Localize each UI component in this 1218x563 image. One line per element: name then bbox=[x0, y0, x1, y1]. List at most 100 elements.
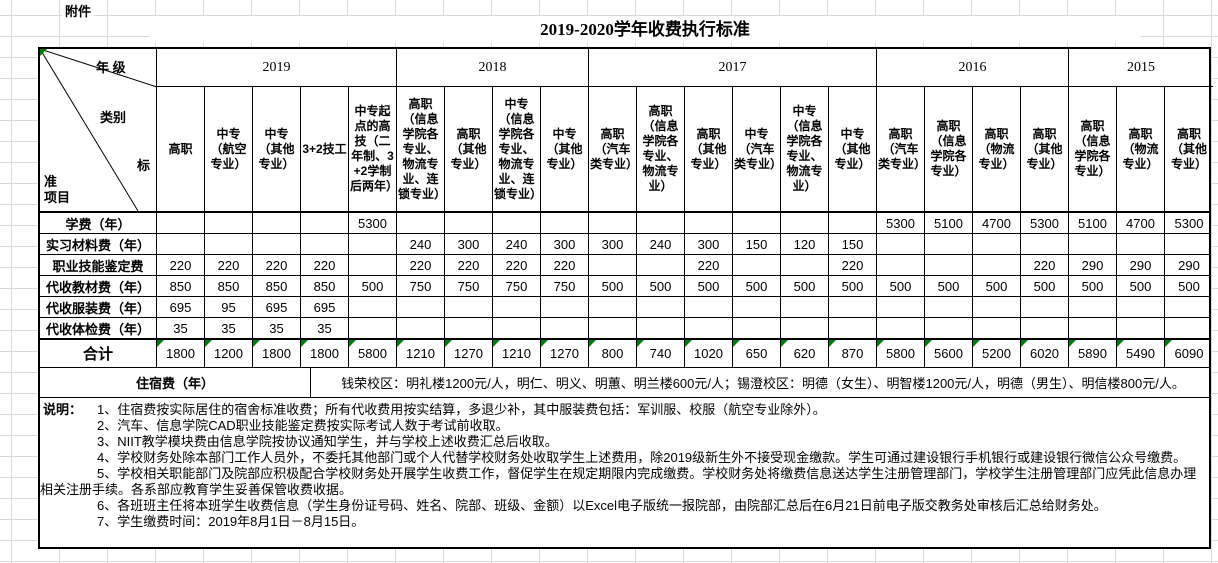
fee-cell[interactable]: 500 bbox=[637, 276, 685, 296]
fee-cell[interactable] bbox=[1117, 234, 1165, 254]
column-header[interactable]: 高职（汽车类专业） bbox=[589, 87, 638, 211]
fee-cell[interactable] bbox=[349, 255, 397, 275]
fee-cell[interactable]: 5300 bbox=[1174, 215, 1204, 231]
fee-cell[interactable] bbox=[1117, 297, 1165, 317]
fee-cell[interactable]: 290 bbox=[1178, 257, 1200, 273]
fee-cell[interactable] bbox=[1165, 297, 1213, 317]
fee-cell[interactable]: 220 bbox=[253, 255, 301, 275]
fee-cell[interactable] bbox=[493, 213, 541, 233]
fee-cell[interactable] bbox=[781, 297, 829, 317]
fee-cell[interactable] bbox=[877, 255, 925, 275]
fee-cell[interactable] bbox=[205, 213, 253, 233]
fee-cell[interactable]: 500 bbox=[1117, 276, 1165, 296]
fee-cell[interactable]: 500 bbox=[733, 276, 781, 296]
fee-cell[interactable] bbox=[397, 297, 445, 317]
fee-cell[interactable]: 35 bbox=[301, 318, 349, 338]
fee-cell[interactable]: 500 bbox=[349, 276, 397, 296]
row-label[interactable]: 代收教材费（年） bbox=[40, 276, 157, 296]
fee-cell[interactable]: 5100 bbox=[925, 213, 973, 233]
column-header[interactable]: 中专（其他专业） bbox=[253, 87, 301, 211]
column-header[interactable]: 高职（其他专业） bbox=[1170, 126, 1207, 171]
fee-cell[interactable]: 220 bbox=[445, 255, 493, 275]
fee-cell[interactable] bbox=[1069, 297, 1117, 317]
total-cell[interactable]: 5800 bbox=[877, 340, 925, 367]
fee-cell[interactable]: 35 bbox=[157, 318, 205, 338]
fee-cell[interactable]: 850 bbox=[205, 276, 253, 296]
fee-cell[interactable] bbox=[205, 234, 253, 254]
dorm-row-label[interactable]: 住宿费（年） bbox=[40, 368, 311, 397]
fee-cell[interactable]: 220 bbox=[397, 255, 445, 275]
fee-cell[interactable]: 500 bbox=[1178, 278, 1200, 294]
fee-cell[interactable]: 695 bbox=[157, 297, 205, 317]
column-header[interactable]: 高职（物流专业） bbox=[1117, 87, 1165, 211]
fee-cell[interactable] bbox=[733, 318, 781, 338]
fee-cell[interactable] bbox=[925, 255, 973, 275]
fee-cell[interactable] bbox=[637, 318, 685, 338]
total-cell[interactable]: 800 bbox=[589, 340, 637, 367]
fee-cell[interactable] bbox=[973, 234, 1021, 254]
fee-cell[interactable] bbox=[637, 297, 685, 317]
fee-cell[interactable]: 35 bbox=[205, 318, 253, 338]
fee-cell[interactable] bbox=[589, 318, 637, 338]
fee-cell[interactable]: 240 bbox=[493, 234, 541, 254]
column-header[interactable]: 高职（物流专业） bbox=[973, 87, 1021, 211]
fee-cell[interactable] bbox=[781, 318, 829, 338]
notes-cell[interactable]: 说明： 1、住宿费按实际居住的宿舍标准收费；所有代收费用按实结算，多退少补，其中… bbox=[40, 398, 1209, 547]
fee-cell[interactable]: 500 bbox=[925, 276, 973, 296]
fee-cell[interactable]: 300 bbox=[589, 234, 637, 254]
fee-cell[interactable] bbox=[253, 234, 301, 254]
column-header[interactable]: 中专（航空专业） bbox=[205, 87, 253, 211]
fee-cell[interactable]: 220 bbox=[829, 255, 877, 275]
fee-cell[interactable] bbox=[541, 297, 589, 317]
total-cell[interactable]: 1210 bbox=[397, 340, 445, 367]
fee-cell[interactable] bbox=[637, 213, 685, 233]
fee-cell[interactable]: 695 bbox=[253, 297, 301, 317]
fee-cell[interactable] bbox=[877, 318, 925, 338]
total-cell[interactable]: 6090 bbox=[1165, 340, 1213, 367]
fee-cell[interactable] bbox=[1021, 297, 1069, 317]
column-header[interactable]: 中专（信息学院各专业、物流专业） bbox=[781, 87, 829, 211]
fee-cell[interactable]: 240 bbox=[637, 234, 685, 254]
year-header-2016[interactable]: 2016 bbox=[877, 49, 1069, 86]
fee-cell[interactable] bbox=[493, 318, 541, 338]
row-label[interactable]: 实习材料费（年） bbox=[40, 234, 157, 254]
total-cell[interactable]: 1800 bbox=[253, 340, 301, 367]
fee-cell[interactable] bbox=[397, 318, 445, 338]
dorm-fee-text[interactable]: 钱荣校区：明礼楼1200元/人，明仁、明义、明蕙、明兰楼600元/人；锡澄校区：… bbox=[341, 376, 1185, 391]
fee-cell[interactable] bbox=[877, 297, 925, 317]
fee-cell[interactable] bbox=[493, 297, 541, 317]
fee-cell[interactable]: 150 bbox=[733, 234, 781, 254]
fee-cell[interactable]: 290 bbox=[1117, 255, 1165, 275]
fee-cell[interactable]: 120 bbox=[781, 234, 829, 254]
fee-cell[interactable]: 850 bbox=[301, 276, 349, 296]
fee-cell[interactable] bbox=[877, 234, 925, 254]
fee-cell[interactable] bbox=[637, 255, 685, 275]
column-header[interactable]: 中专（汽车类专业） bbox=[733, 87, 782, 211]
fee-cell[interactable]: 300 bbox=[445, 234, 493, 254]
fee-cell[interactable] bbox=[301, 234, 349, 254]
year-header-2018[interactable]: 2018 bbox=[397, 49, 589, 86]
fee-cell[interactable] bbox=[1165, 318, 1213, 338]
total-cell[interactable]: 740 bbox=[637, 340, 685, 367]
fee-cell[interactable]: 5300 bbox=[1021, 213, 1069, 233]
column-header[interactable]: 高职（其他专业） bbox=[685, 87, 733, 211]
fee-cell[interactable] bbox=[1069, 318, 1117, 338]
fee-cell[interactable]: 500 bbox=[1021, 276, 1069, 296]
fee-cell[interactable] bbox=[1021, 234, 1069, 254]
total-cell[interactable]: 1270 bbox=[445, 340, 493, 367]
total-cell[interactable]: 5200 bbox=[973, 340, 1021, 367]
row-label[interactable]: 学费（年） bbox=[40, 213, 157, 233]
fee-cell[interactable] bbox=[973, 318, 1021, 338]
fee-cell[interactable] bbox=[829, 213, 877, 233]
total-cell[interactable]: 5890 bbox=[1069, 340, 1117, 367]
fee-cell[interactable]: 500 bbox=[685, 276, 733, 296]
fee-cell[interactable] bbox=[829, 297, 877, 317]
total-cell[interactable]: 870 bbox=[829, 340, 877, 367]
fee-cell[interactable] bbox=[1069, 234, 1117, 254]
fee-cell[interactable]: 35 bbox=[253, 318, 301, 338]
fee-cell[interactable] bbox=[445, 297, 493, 317]
total-cell[interactable]: 1020 bbox=[685, 340, 733, 367]
fee-cell[interactable] bbox=[349, 318, 397, 338]
fee-cell[interactable] bbox=[829, 318, 877, 338]
fee-cell[interactable]: 850 bbox=[157, 276, 205, 296]
